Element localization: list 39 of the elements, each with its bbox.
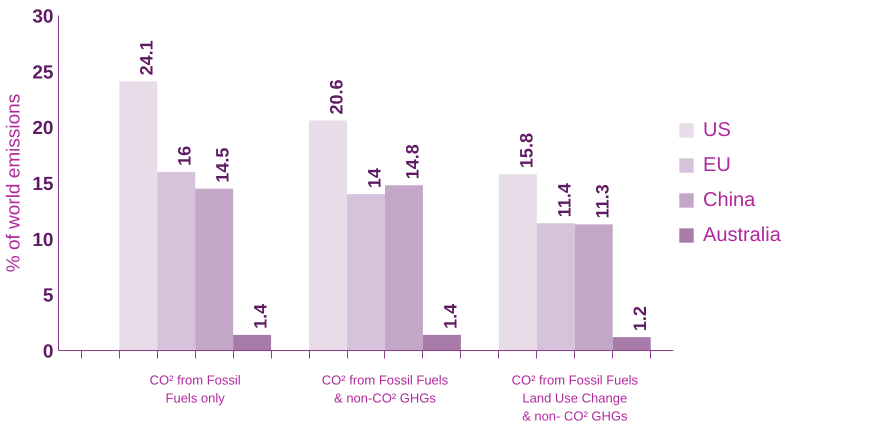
x-tick-label: CO² from Fossil Fuels & non-CO² GHGs [322, 372, 449, 406]
bar [612, 337, 651, 350]
data-label: 1.4 [440, 304, 460, 329]
data-label: 1.2 [630, 306, 650, 332]
y-tick-label: 10 [32, 230, 54, 251]
legend-label: US [703, 118, 731, 142]
data-label: 20.6 [326, 79, 347, 114]
bar [119, 81, 158, 350]
data-label: 16 [174, 146, 195, 166]
y-tick-label: 15 [32, 174, 54, 195]
data-label: 11.4 [554, 183, 574, 218]
legend-label: EU [703, 154, 731, 176]
bar [157, 172, 196, 350]
data-label: 11.3 [592, 184, 612, 218]
bar [347, 194, 385, 350]
legend-label: China [703, 188, 756, 212]
legend-label: Australia [703, 224, 781, 246]
y-tick-label: 0 [42, 342, 54, 362]
data-label: 15.8 [516, 133, 536, 168]
y-tick-label: 20 [32, 118, 54, 140]
data-label: 14.5 [212, 148, 233, 183]
bar [309, 120, 348, 350]
y-tick-label: 5 [42, 286, 54, 307]
x-tick-label: CO² from Fossil Fuels only [150, 372, 241, 406]
bar [195, 188, 234, 350]
data-label: 14.8 [402, 144, 422, 180]
y-axis-title: % of world emissions [3, 94, 24, 272]
bar [384, 185, 423, 350]
data-label: 1.4 [250, 304, 271, 329]
y-tick-label: 25 [32, 62, 54, 84]
bar [422, 334, 461, 350]
bar [498, 174, 537, 350]
data-label: 14 [364, 168, 384, 188]
bar [574, 224, 613, 350]
x-tick-label: CO² from Fossil Fuels Land Use Change & non- CO² GHGs [512, 372, 638, 424]
bar [536, 223, 575, 350]
bar [233, 334, 272, 350]
data-label: 24.1 [136, 40, 157, 76]
y-tick-label: 30 [32, 6, 54, 28]
